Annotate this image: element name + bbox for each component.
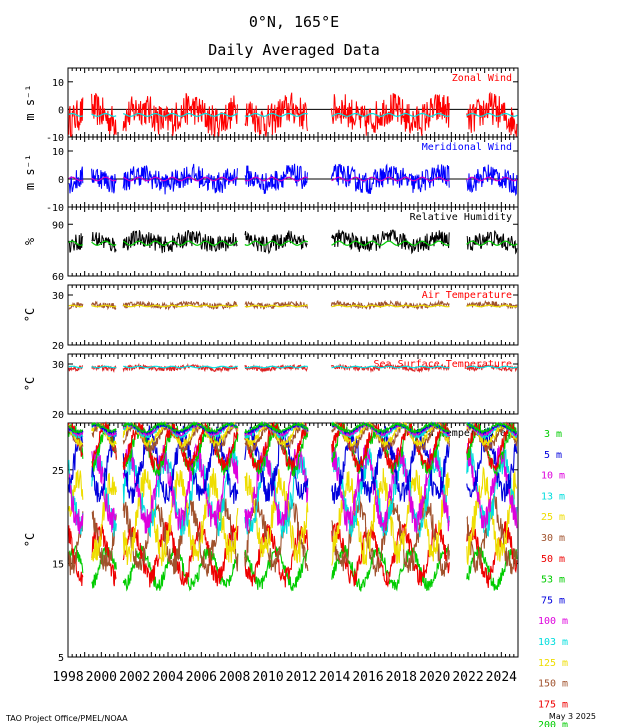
legend-item: 3 m xyxy=(544,429,562,440)
y-axis-unit: °C xyxy=(23,533,37,547)
series-depth-125m xyxy=(68,466,518,567)
panel-name: Sea Surface Temperature xyxy=(374,359,512,370)
series-climatology xyxy=(68,365,518,369)
y-tick-label: 25 xyxy=(52,466,64,477)
legend-item: 125 m xyxy=(538,658,568,669)
legend-item: 13 m xyxy=(541,491,565,502)
x-tick-label: 2012 xyxy=(286,670,317,685)
x-tick-label: 2020 xyxy=(419,670,450,685)
x-tick-label: 2008 xyxy=(219,670,250,685)
year-axis: 1998 2000 2002 2004 2006 2008 2010 2012 2014 2016… xyxy=(52,670,517,685)
x-tick-label: 2010 xyxy=(252,670,283,685)
x-tick-label: 2022 xyxy=(452,670,483,685)
y-tick-label: 20 xyxy=(52,341,64,352)
legend-item: 103 m xyxy=(538,637,568,648)
panel-air-temperature: 20 30 °C Air Temperature xyxy=(23,284,519,352)
y-axis-unit: m s⁻¹ xyxy=(23,84,37,120)
y-tick-label: 15 xyxy=(52,559,64,570)
panel-name: Zonal Wind xyxy=(452,73,512,84)
panel-name: Sea Temperatures xyxy=(416,428,512,439)
series-depth-75m xyxy=(68,424,518,504)
panel-sea-temperatures: 5 15 25 °C Sea Temperatures xyxy=(23,420,519,664)
x-tick-label: 2000 xyxy=(86,670,117,685)
legend-item: 53 m xyxy=(541,575,565,586)
series-depth-100m xyxy=(68,442,518,534)
y-tick-label: 90 xyxy=(52,220,64,231)
y-axis-unit: °C xyxy=(23,308,37,322)
x-tick-label: 2018 xyxy=(386,670,417,685)
legend-item: 5 m xyxy=(544,450,562,461)
chart-location-title: 0°N, 165°E xyxy=(249,13,339,31)
x-tick-label: 2004 xyxy=(152,670,183,685)
panel-meridional-wind: -10 0 10 m s⁻¹ Meridional Wind xyxy=(23,136,519,214)
series-depth-200m xyxy=(68,544,518,592)
y-tick-label: 10 xyxy=(52,78,64,89)
series-depth-175m xyxy=(68,521,518,588)
y-tick-label: 30 xyxy=(52,291,64,302)
panel-name: Relative Humidity xyxy=(410,212,512,223)
series-daily xyxy=(68,299,518,311)
footer-date: May 3 2025 xyxy=(549,712,596,721)
y-tick-label: -10 xyxy=(46,203,64,214)
x-tick-label: 2002 xyxy=(119,670,150,685)
series-climatology xyxy=(68,176,518,182)
panel-relative-humidity: 60 90% Relative Humidity xyxy=(23,206,519,283)
legend-item: 150 m xyxy=(538,679,568,690)
series-daily xyxy=(68,362,518,374)
y-axis-unit: % xyxy=(23,237,37,245)
legend-item: 200 m xyxy=(538,720,568,727)
y-tick-label: 0 xyxy=(58,175,64,186)
panels-group: -10 0 10 m s⁻¹ Zonal Wind -10 0 10 m s⁻¹ Meridion… xyxy=(23,67,519,664)
y-tick-label: 20 xyxy=(52,410,64,421)
x-tick-label: 2016 xyxy=(352,670,383,685)
legend-item: 10 m xyxy=(541,471,565,482)
panel-name: Meridional Wind xyxy=(422,142,512,153)
y-tick-label: -10 xyxy=(46,133,64,144)
series-depth-150m xyxy=(68,493,518,577)
y-tick-label: 30 xyxy=(52,360,64,371)
series-climatology xyxy=(68,240,518,246)
panel-name: Air Temperature xyxy=(422,290,512,301)
series-climatology xyxy=(68,304,518,308)
x-tick-label: 2024 xyxy=(486,670,517,685)
legend-item: 30 m xyxy=(541,533,565,544)
panel-zonal-wind: -10 0 10 m s⁻¹ Zonal Wind xyxy=(23,67,519,144)
depth-legend: 3 m 5 m 10 m 13 m 25 m 30 m 50 m 53 m 75 m 100 m 1… xyxy=(538,429,568,727)
chart-subtitle: Daily Averaged Data xyxy=(208,41,380,59)
y-axis-unit: m s⁻¹ xyxy=(23,154,37,190)
x-tick-label: 2006 xyxy=(186,670,217,685)
y-tick-label: 5 xyxy=(58,653,64,664)
legend-item: 175 m xyxy=(538,699,568,710)
y-tick-label: 0 xyxy=(58,105,64,116)
footer-credit: TAO Project Office/PMEL/NOAA xyxy=(5,714,128,723)
legend-item: 50 m xyxy=(541,554,565,565)
legend-item: 25 m xyxy=(541,512,565,523)
y-tick-label: 60 xyxy=(52,272,64,283)
x-tick-label: 2014 xyxy=(319,670,350,685)
panel-sea-surface-temperature: 20 30 °C Sea Surface Temperature xyxy=(23,353,519,421)
series-daily xyxy=(68,163,518,197)
x-tick-label: 1998 xyxy=(52,670,83,685)
legend-item: 100 m xyxy=(538,616,568,627)
legend-item: 75 m xyxy=(541,595,565,606)
series-climatology xyxy=(68,112,518,117)
y-tick-label: 10 xyxy=(52,147,64,158)
series-daily xyxy=(68,229,518,255)
y-axis-unit: °C xyxy=(23,377,37,391)
series-depth-3m xyxy=(68,420,518,435)
